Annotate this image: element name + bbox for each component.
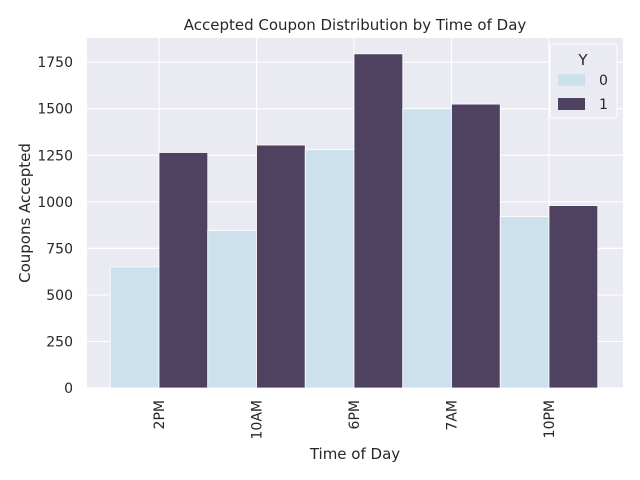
y-tick-label: 0 [64, 381, 73, 397]
chart-title: Accepted Coupon Distribution by Time of … [184, 16, 527, 34]
bars [109, 53, 599, 389]
x-axis-ticks: 2PM 10AM 6PM 7AM 10PM [152, 400, 558, 439]
legend-swatch-0 [558, 74, 585, 86]
legend-label-0: 0 [599, 73, 608, 89]
y-tick-label: 1750 [37, 55, 73, 71]
x-tick-label: 6PM [347, 400, 363, 429]
legend-swatch-1 [558, 98, 585, 110]
x-tick-label: 10PM [542, 400, 558, 438]
bar-series-0-10PM [499, 216, 550, 389]
y-tick-label: 1250 [37, 148, 73, 164]
legend-title: Y [577, 51, 588, 69]
y-tick-label: 500 [46, 288, 73, 304]
y-axis-ticks: 0 250 500 750 1000 1250 1500 1750 [37, 55, 73, 397]
legend: Y 01 [549, 43, 618, 119]
bar-series-0-7AM [402, 108, 452, 389]
bar-series-1-6PM [353, 53, 404, 389]
x-tick-label: 2PM [152, 400, 168, 429]
bar-series-0-6PM [304, 149, 355, 389]
y-tick-label: 750 [46, 241, 73, 257]
bar-series-1-7AM [451, 103, 501, 389]
legend-items: 01 [558, 73, 608, 113]
bar-series-1-10AM [256, 144, 306, 389]
legend-label-1: 1 [599, 97, 608, 113]
x-axis-label: Time of Day [309, 445, 400, 463]
y-tick-label: 250 [46, 334, 73, 350]
bar-series-0-2PM [109, 266, 160, 389]
bar-series-1-2PM [158, 152, 209, 389]
bar-series-0-10AM [207, 230, 257, 389]
x-tick-label: 7AM [445, 400, 461, 431]
y-axis-label: Coupons Accepted [16, 143, 34, 283]
x-tick-label: 10AM [250, 400, 266, 439]
y-tick-label: 1000 [37, 195, 73, 211]
bar-series-1-10PM [548, 205, 599, 389]
y-tick-label: 1500 [37, 102, 73, 118]
